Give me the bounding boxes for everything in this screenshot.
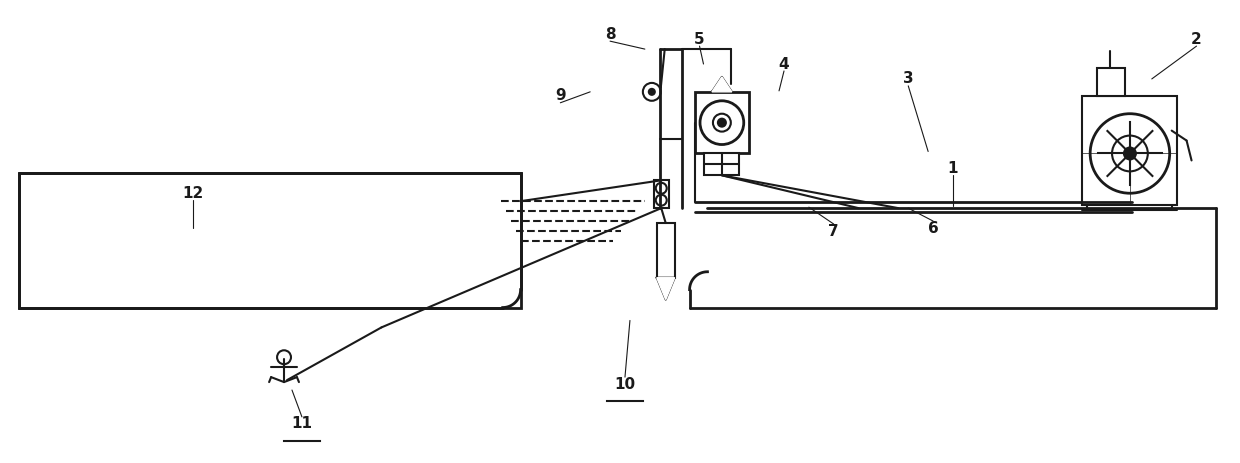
Text: 8: 8 <box>605 27 615 42</box>
Text: 7: 7 <box>828 224 839 238</box>
Text: 6: 6 <box>928 220 939 236</box>
Polygon shape <box>657 278 675 300</box>
Bar <box>653 180 668 208</box>
Text: 12: 12 <box>182 186 203 201</box>
Text: 4: 4 <box>779 56 790 71</box>
Bar <box>704 153 739 175</box>
Text: 1: 1 <box>947 161 959 176</box>
Bar <box>1097 68 1125 96</box>
Bar <box>1083 96 1177 205</box>
Bar <box>19 173 521 307</box>
Bar <box>657 223 675 278</box>
Text: 10: 10 <box>614 376 636 392</box>
Text: 5: 5 <box>694 31 704 47</box>
Text: 3: 3 <box>903 71 914 87</box>
Text: 2: 2 <box>1192 31 1202 47</box>
Circle shape <box>649 89 655 95</box>
Bar <box>694 92 749 153</box>
Text: 11: 11 <box>291 416 312 432</box>
Circle shape <box>718 119 725 127</box>
Text: 9: 9 <box>556 88 565 103</box>
Circle shape <box>1123 148 1136 159</box>
Polygon shape <box>712 77 732 92</box>
